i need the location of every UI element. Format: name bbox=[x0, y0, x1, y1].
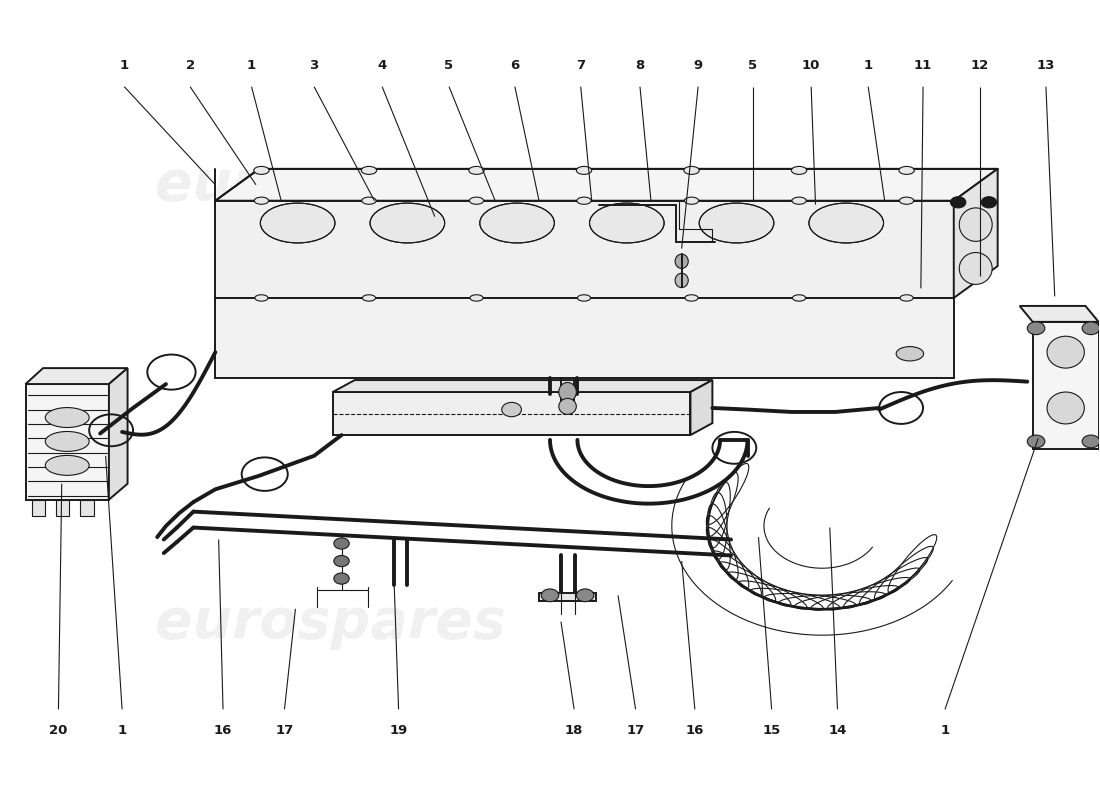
Ellipse shape bbox=[576, 197, 591, 204]
Ellipse shape bbox=[45, 455, 89, 475]
Circle shape bbox=[981, 197, 997, 208]
Polygon shape bbox=[80, 500, 94, 515]
Circle shape bbox=[541, 589, 559, 602]
Ellipse shape bbox=[480, 203, 554, 243]
Ellipse shape bbox=[808, 203, 883, 243]
Polygon shape bbox=[109, 368, 128, 500]
Ellipse shape bbox=[1047, 392, 1085, 424]
Text: 9: 9 bbox=[694, 59, 703, 72]
Polygon shape bbox=[25, 384, 109, 500]
Ellipse shape bbox=[896, 346, 924, 361]
Text: eurospares: eurospares bbox=[155, 596, 506, 650]
Ellipse shape bbox=[792, 294, 805, 301]
Ellipse shape bbox=[469, 166, 484, 174]
Ellipse shape bbox=[1047, 336, 1085, 368]
Circle shape bbox=[502, 402, 521, 417]
Text: 10: 10 bbox=[802, 59, 821, 72]
Text: 1: 1 bbox=[118, 724, 127, 737]
Ellipse shape bbox=[792, 197, 806, 204]
Ellipse shape bbox=[470, 197, 484, 204]
Circle shape bbox=[1082, 322, 1100, 334]
Polygon shape bbox=[216, 169, 998, 201]
Polygon shape bbox=[1020, 306, 1099, 322]
Ellipse shape bbox=[684, 166, 700, 174]
Text: 5: 5 bbox=[748, 59, 758, 72]
Ellipse shape bbox=[254, 197, 268, 204]
Polygon shape bbox=[332, 380, 713, 392]
Text: 6: 6 bbox=[510, 59, 519, 72]
Ellipse shape bbox=[578, 294, 591, 301]
Ellipse shape bbox=[684, 197, 699, 204]
Text: 1: 1 bbox=[248, 59, 256, 72]
Polygon shape bbox=[25, 368, 128, 384]
Ellipse shape bbox=[470, 294, 483, 301]
Text: 17: 17 bbox=[627, 724, 645, 737]
Text: 4: 4 bbox=[377, 59, 387, 72]
Polygon shape bbox=[56, 500, 69, 515]
Text: 12: 12 bbox=[971, 59, 989, 72]
Ellipse shape bbox=[576, 166, 592, 174]
Polygon shape bbox=[32, 500, 45, 515]
Polygon shape bbox=[216, 298, 954, 378]
Ellipse shape bbox=[254, 166, 270, 174]
Polygon shape bbox=[1033, 322, 1099, 450]
Ellipse shape bbox=[959, 208, 992, 242]
Ellipse shape bbox=[559, 398, 576, 414]
Text: eurospares: eurospares bbox=[155, 158, 506, 212]
Text: 11: 11 bbox=[914, 59, 932, 72]
Ellipse shape bbox=[45, 407, 89, 427]
Text: 1: 1 bbox=[940, 724, 949, 737]
Ellipse shape bbox=[675, 274, 689, 287]
Circle shape bbox=[333, 555, 349, 566]
Polygon shape bbox=[216, 201, 954, 298]
Ellipse shape bbox=[559, 382, 576, 402]
Text: 14: 14 bbox=[828, 724, 847, 737]
Text: 1: 1 bbox=[864, 59, 872, 72]
Ellipse shape bbox=[900, 197, 914, 204]
Polygon shape bbox=[332, 392, 691, 435]
Ellipse shape bbox=[261, 203, 334, 243]
Text: 3: 3 bbox=[309, 59, 319, 72]
Circle shape bbox=[950, 197, 966, 208]
Circle shape bbox=[1027, 435, 1045, 448]
Circle shape bbox=[1082, 435, 1100, 448]
Circle shape bbox=[576, 589, 594, 602]
Text: 20: 20 bbox=[50, 724, 67, 737]
Text: 16: 16 bbox=[685, 724, 704, 737]
Ellipse shape bbox=[685, 294, 698, 301]
Ellipse shape bbox=[361, 166, 376, 174]
Polygon shape bbox=[691, 380, 713, 435]
Text: 8: 8 bbox=[636, 59, 645, 72]
Text: 18: 18 bbox=[565, 724, 583, 737]
Ellipse shape bbox=[362, 294, 375, 301]
Ellipse shape bbox=[590, 203, 664, 243]
Text: 13: 13 bbox=[1037, 59, 1055, 72]
Text: 17: 17 bbox=[275, 724, 294, 737]
Text: 5: 5 bbox=[444, 59, 453, 72]
Ellipse shape bbox=[700, 203, 773, 243]
Text: 7: 7 bbox=[576, 59, 585, 72]
Ellipse shape bbox=[45, 431, 89, 451]
Circle shape bbox=[1027, 322, 1045, 334]
Ellipse shape bbox=[675, 254, 689, 269]
Text: 1: 1 bbox=[120, 59, 129, 72]
Ellipse shape bbox=[899, 166, 914, 174]
Ellipse shape bbox=[362, 197, 376, 204]
Text: 16: 16 bbox=[213, 724, 232, 737]
Ellipse shape bbox=[959, 253, 992, 285]
Ellipse shape bbox=[791, 166, 806, 174]
Polygon shape bbox=[954, 169, 998, 298]
Circle shape bbox=[333, 538, 349, 549]
Text: 19: 19 bbox=[389, 724, 408, 737]
Circle shape bbox=[333, 573, 349, 584]
Ellipse shape bbox=[370, 203, 444, 243]
Polygon shape bbox=[539, 593, 596, 601]
Ellipse shape bbox=[255, 294, 268, 301]
Ellipse shape bbox=[900, 294, 913, 301]
Text: 15: 15 bbox=[762, 724, 781, 737]
Text: 2: 2 bbox=[186, 59, 195, 72]
